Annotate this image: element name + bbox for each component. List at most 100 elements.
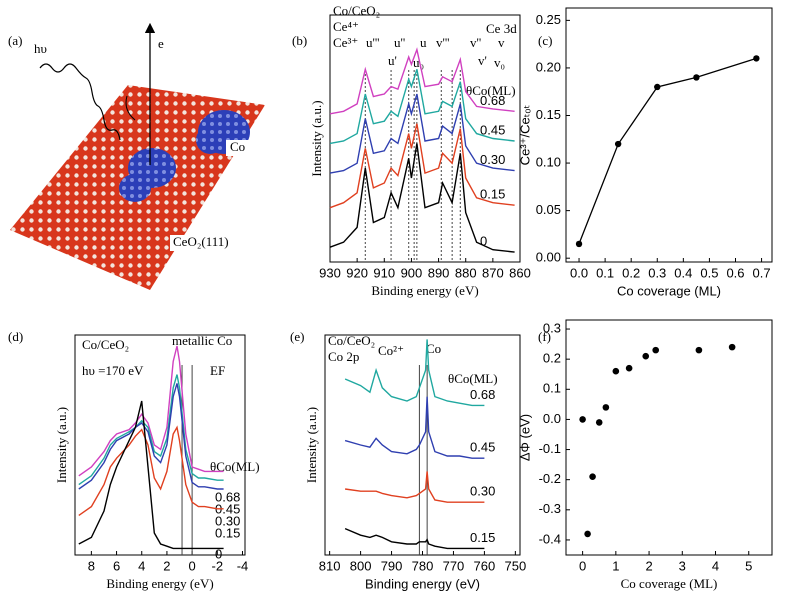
label-box xyxy=(226,140,250,156)
y-tick-label: -0.2 xyxy=(539,471,561,486)
annotation: Co 2p xyxy=(328,349,359,364)
y-tick-label: -0.1 xyxy=(539,441,561,456)
y-tick-label: 0.15 xyxy=(536,107,561,122)
x-tick-label: 1 xyxy=(612,558,619,573)
y-axis-label: ΔΦ (eV) xyxy=(517,414,532,461)
spectrum-line xyxy=(329,143,515,253)
data-line xyxy=(578,57,757,245)
annotation: Co/CeO₂ xyxy=(82,337,129,352)
x-axis-label: Binding energy (eV) xyxy=(371,283,478,298)
series-label: 0.30 xyxy=(480,152,505,167)
spectrum-line xyxy=(78,374,224,486)
y-tick-label: 0.0 xyxy=(543,411,561,426)
spectrum-line xyxy=(78,345,224,477)
data-point xyxy=(589,473,596,480)
series-label: 0.45 xyxy=(215,501,240,516)
cluster-label: Co xyxy=(230,139,245,154)
x-tick-label: 0.5 xyxy=(700,265,718,280)
annotation: u''' xyxy=(366,35,380,50)
x-tick-label: 750 xyxy=(505,558,527,573)
x-axis-label: Co coverage (ML) xyxy=(621,576,718,591)
label-box xyxy=(170,235,228,251)
annotation: Ce 3d xyxy=(486,21,517,36)
data-point xyxy=(584,530,591,538)
illustration: (a) hυ e Co CeO₂(111) xyxy=(8,22,265,290)
panel-label: (c) xyxy=(538,33,552,48)
series-label: 0.45 xyxy=(480,122,505,137)
y-tick-label: -0.4 xyxy=(539,531,561,546)
spectrum-line xyxy=(344,527,485,550)
spectrum-line xyxy=(329,93,515,174)
y-tick-label: 0.05 xyxy=(536,202,561,217)
x-tick-label: 0.7 xyxy=(753,265,771,280)
data-point xyxy=(652,346,660,354)
plot-frame xyxy=(565,319,773,556)
annotation: θCo(ML) xyxy=(210,459,260,474)
series-label: 0.68 xyxy=(470,387,495,402)
annotation: Ce³⁺ xyxy=(333,35,358,50)
x-tick-label: 0.2 xyxy=(622,265,640,280)
data-point xyxy=(654,83,661,91)
x-tick-label: 2 xyxy=(163,558,170,573)
x-tick-label: 0.1 xyxy=(596,265,614,280)
x-tick-label: 870 xyxy=(482,265,504,280)
spectrum-line xyxy=(78,400,224,550)
y-tick-label: -0.3 xyxy=(539,501,561,516)
annotation: Co/CeO₂ xyxy=(333,3,380,18)
annotation: v''' xyxy=(436,35,450,50)
annotation: EF xyxy=(210,363,225,378)
spectrum-line xyxy=(78,383,224,490)
y-tick-label: 0.00 xyxy=(536,250,561,265)
annotation: u xyxy=(420,35,427,50)
x-tick-label: 780 xyxy=(412,558,434,573)
annotation: v' xyxy=(478,53,487,68)
y-axis-label: Intensity (a.u.) xyxy=(309,100,324,176)
data-point xyxy=(642,352,650,360)
x-tick-label: 760 xyxy=(474,558,496,573)
series-label: 0.30 xyxy=(215,513,240,528)
spectrum-line xyxy=(329,69,515,145)
x-tick-label: 3 xyxy=(679,558,686,573)
series-label: 0.15 xyxy=(215,525,240,540)
series-label: 0 xyxy=(480,234,487,249)
annotation: u'' xyxy=(394,35,405,50)
panel-label: (a) xyxy=(8,33,22,48)
x-tick-label: -4 xyxy=(237,558,249,573)
series-label: 0.15 xyxy=(470,530,495,545)
spectrum-line xyxy=(78,425,224,516)
x-tick-label: 0 xyxy=(188,558,195,573)
y-tick-label: 0.3 xyxy=(543,320,561,335)
annotation: θCo(ML) xyxy=(466,83,516,98)
chart-panel: (e) 810 800 790 780 770 760 750 Binding energy (… xyxy=(290,329,526,591)
panel-label: (b) xyxy=(292,33,307,48)
data-point xyxy=(614,140,622,148)
annotation: hυ =170 eV xyxy=(82,363,144,378)
spectrum-line xyxy=(344,339,485,407)
x-tick-label: 6 xyxy=(113,558,120,573)
chart-panel: (b) 930 920 910 900 890 880 870 860 Binding energ… xyxy=(292,3,531,298)
chart-panel: (c) 0.0 0.1 0.2 0.3 0.4 0.5 0.6 0.7 0.00 0.05 0.10 0… xyxy=(517,7,773,298)
x-tick-label: 810 xyxy=(319,558,341,573)
x-tick-label: 5 xyxy=(745,558,752,573)
spectrum-line xyxy=(329,47,515,115)
y-axis-label: Ce³⁺/Ceₜₒₜ xyxy=(517,105,532,166)
x-axis-label: Binding energy (eV) xyxy=(106,576,213,591)
x-axis-label: Co coverage (ML) xyxy=(617,283,721,298)
annotation: u₀ xyxy=(413,55,424,70)
panel-label: (d) xyxy=(8,329,23,344)
x-tick-label: 860 xyxy=(509,265,531,280)
series-label: 0.45 xyxy=(470,440,495,455)
photon-label: hυ xyxy=(34,41,47,56)
y-axis-label: Intensity (a.u.) xyxy=(54,407,69,483)
data-point xyxy=(602,404,610,411)
spectrum-line xyxy=(329,123,515,209)
x-tick-label: 4 xyxy=(138,558,145,573)
annotation: metallic Co xyxy=(172,333,232,348)
annotation: v xyxy=(498,35,505,50)
plot-frame xyxy=(74,334,246,556)
plot-frame xyxy=(565,7,773,263)
y-tick-label: 0.20 xyxy=(536,59,561,74)
y-tick-label: 0.1 xyxy=(543,381,561,396)
chart-panel: (f) 0 1 2 3 4 5 -0.4 -0.3 -0.2 -0.1 0.0 0.1 0.2 0.3 Co … xyxy=(517,319,773,591)
